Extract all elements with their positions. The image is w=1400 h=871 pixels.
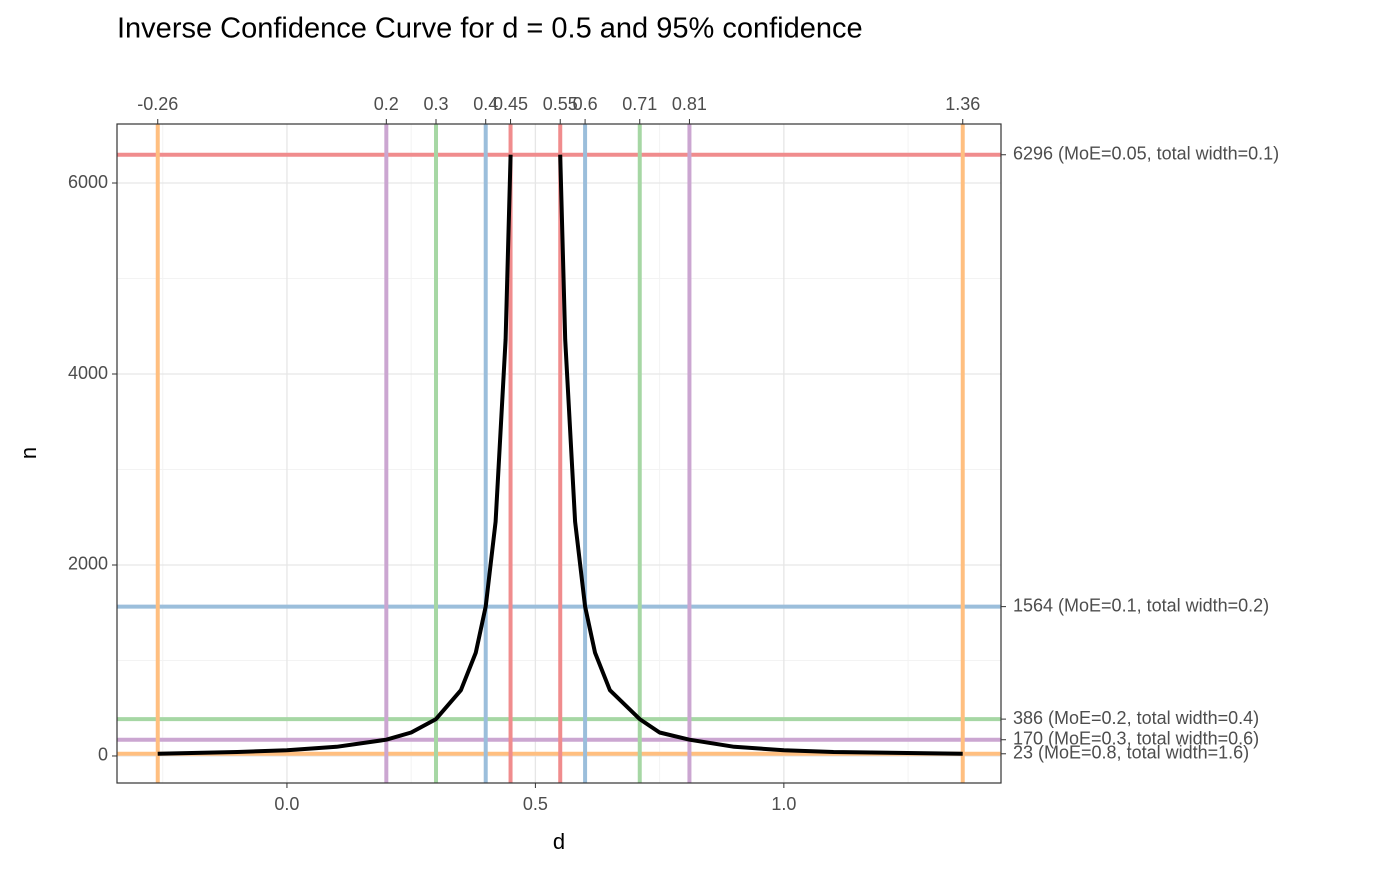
y-tick-label: 6000 xyxy=(68,172,108,192)
y2-tick-label: 170 (MoE=0.3, total width=0.6) xyxy=(1013,728,1259,748)
y-tick-label: 2000 xyxy=(68,554,108,574)
x-axis-label: d xyxy=(553,829,565,854)
x2-tick-label: 0.2 xyxy=(374,94,399,114)
x2-tick-label: 0.71 xyxy=(622,94,657,114)
curve xyxy=(157,154,963,756)
x2-tick-label: 0.3 xyxy=(423,94,448,114)
y-tick-label: 0 xyxy=(98,745,108,765)
y2-tick-label: 386 (MoE=0.2, total width=0.4) xyxy=(1013,708,1259,728)
y2-tick-label: 23 (MoE=0.8, total width=1.6) xyxy=(1013,743,1249,763)
x-tick-label: 1.0 xyxy=(771,794,796,814)
x2-tick-label: 0.81 xyxy=(672,94,707,114)
x-tick-label: 0.5 xyxy=(523,794,548,814)
plot-border xyxy=(116,123,1002,784)
x2-tick-label: 0.6 xyxy=(573,94,598,114)
x2-tick-label: -0.26 xyxy=(137,94,178,114)
x-tick-label: 0.0 xyxy=(274,794,299,814)
y2-tick-label: 1564 (MoE=0.1, total width=0.2) xyxy=(1013,595,1269,615)
y2-tick-label: 6296 (MoE=0.05, total width=0.1) xyxy=(1013,143,1279,163)
x2-tick-label: 0.55 xyxy=(543,94,578,114)
x2-tick-label: 0.45 xyxy=(493,94,528,114)
y-tick-label: 4000 xyxy=(68,363,108,383)
chart-title: Inverse Confidence Curve for d = 0.5 and… xyxy=(117,13,863,45)
x2-tick-label: 0.4 xyxy=(473,94,498,114)
y-axis-label: n xyxy=(16,447,41,459)
x2-tick-label: 1.36 xyxy=(945,94,980,114)
